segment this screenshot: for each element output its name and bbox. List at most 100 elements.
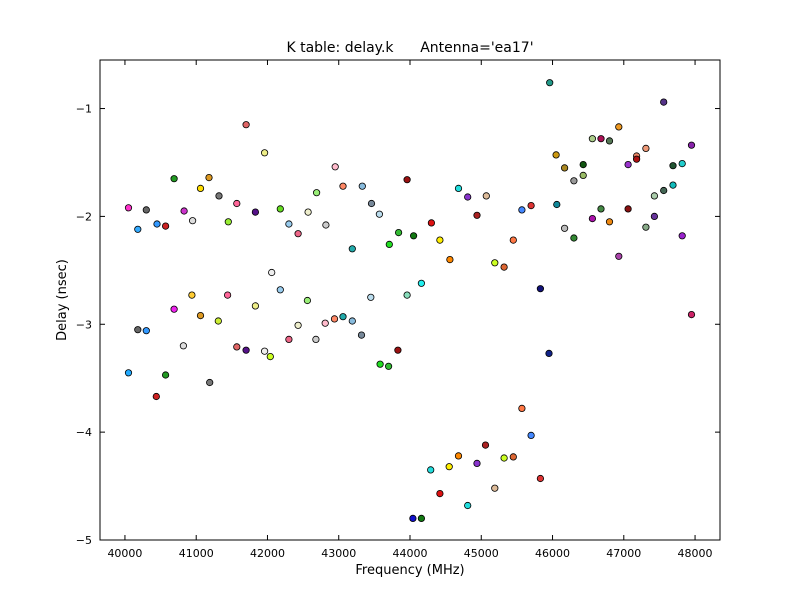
- x-tick-label-1: 41000: [179, 547, 214, 560]
- data-point-57: [605, 137, 614, 145]
- x-tick-label-5: 45000: [464, 547, 499, 560]
- data-point-38: [482, 192, 490, 200]
- data-point-25: [358, 182, 366, 190]
- data-point-72: [669, 181, 677, 189]
- data-point-112: [417, 279, 425, 287]
- data-point-22: [331, 163, 339, 171]
- data-point-12: [233, 199, 241, 208]
- data-point-123: [518, 404, 526, 412]
- data-point-75: [687, 141, 696, 149]
- data-point-42: [518, 206, 526, 214]
- data-point-127: [545, 349, 553, 357]
- data-point-91: [251, 302, 259, 310]
- data-point-76: [687, 310, 696, 319]
- data-point-86: [206, 378, 214, 387]
- data-point-29: [394, 229, 403, 237]
- data-point-119: [481, 441, 490, 449]
- data-point-32: [427, 219, 435, 227]
- data-point-48: [560, 224, 569, 232]
- data-point-2: [142, 206, 150, 214]
- data-point-94: [268, 268, 276, 277]
- data-point-30: [403, 176, 411, 184]
- data-point-43: [527, 202, 535, 210]
- axis-ticks: 40000 41000 42000 43000 44000 45000 46000 47000…: [76, 60, 720, 560]
- data-point-26: [367, 199, 376, 208]
- data-point-78: [134, 326, 142, 334]
- data-point-1: [134, 225, 142, 233]
- data-point-80: [152, 392, 160, 401]
- y-tick-label-4: −1: [76, 103, 92, 116]
- data-point-53: [588, 135, 597, 143]
- data-point-126: [536, 285, 545, 293]
- data-point-82: [170, 305, 178, 313]
- data-point-104: [357, 331, 366, 339]
- data-point-125: [536, 474, 545, 483]
- data-point-51: [579, 161, 587, 169]
- data-point-36: [464, 193, 472, 201]
- data-point-49: [570, 177, 578, 185]
- data-point-83: [179, 342, 187, 350]
- x-tick-label-6: 46000: [535, 547, 570, 560]
- data-point-5: [170, 175, 178, 183]
- data-point-40: [500, 263, 508, 271]
- data-point-62: [624, 205, 632, 213]
- data-point-120: [491, 484, 499, 492]
- data-point-37: [473, 211, 481, 219]
- data-point-103: [348, 317, 356, 325]
- data-point-17: [285, 220, 293, 228]
- data-point-19: [304, 208, 312, 216]
- data-point-81: [162, 371, 170, 379]
- data-point-87: [214, 317, 222, 325]
- data-point-4: [162, 222, 170, 230]
- data-point-55: [597, 135, 605, 143]
- data-point-107: [384, 362, 393, 370]
- data-point-11: [224, 218, 232, 226]
- data-point-102: [339, 313, 347, 321]
- data-point-101: [330, 315, 339, 323]
- data-point-33: [436, 236, 444, 244]
- y-tick-label-3: −2: [76, 210, 92, 223]
- data-point-67: [650, 192, 659, 200]
- data-point-46: [553, 200, 561, 209]
- x-tick-label-2: 42000: [250, 547, 285, 560]
- data-point-21: [322, 221, 330, 229]
- data-point-45: [552, 151, 560, 159]
- data-point-93: [266, 352, 274, 361]
- data-point-122: [509, 453, 517, 461]
- data-point-99: [312, 335, 320, 343]
- data-point-71: [669, 162, 677, 170]
- y-axis-label: Delay (nsec): [55, 259, 70, 341]
- data-point-92: [260, 347, 269, 355]
- chart-title: K table: delay.k Antenna='ea17': [286, 40, 533, 56]
- data-point-65: [642, 144, 650, 152]
- data-point-18: [294, 230, 302, 238]
- x-tick-label-8: 48000: [678, 547, 713, 560]
- data-point-111: [417, 514, 425, 523]
- data-point-73: [678, 160, 686, 168]
- data-point-109: [403, 291, 411, 299]
- data-point-50: [570, 234, 578, 242]
- data-point-89: [233, 343, 241, 351]
- data-point-88: [224, 291, 232, 299]
- y-tick-label-1: −4: [76, 426, 92, 439]
- data-point-64: [632, 155, 641, 163]
- data-point-35: [454, 184, 463, 192]
- data-point-98: [303, 296, 311, 305]
- data-point-47: [560, 164, 569, 172]
- data-point-68: [650, 212, 659, 220]
- data-point-115: [445, 463, 453, 471]
- data-point-14: [251, 208, 259, 216]
- data-point-41: [509, 236, 517, 244]
- data-point-79: [142, 327, 150, 335]
- data-point-16: [276, 205, 284, 213]
- x-tick-label-4: 44000: [393, 547, 428, 560]
- data-point-39: [491, 259, 499, 267]
- data-point-31: [409, 232, 418, 240]
- data-point-9: [205, 174, 213, 182]
- x-tick-label-3: 43000: [321, 547, 356, 560]
- y-tick-label-2: −3: [76, 318, 92, 331]
- data-point-110: [409, 514, 417, 523]
- data-point-20: [312, 189, 321, 197]
